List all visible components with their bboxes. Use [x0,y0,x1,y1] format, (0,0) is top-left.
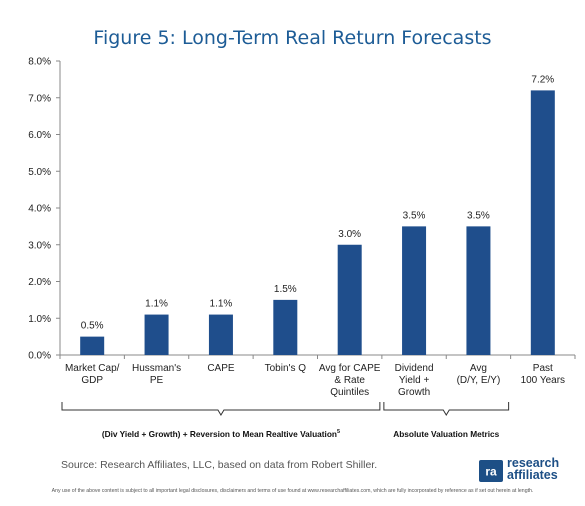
bar [402,226,427,355]
y-tick-label: 3.0% [28,240,51,251]
data-label: 3.5% [467,210,490,221]
ra-logo-mark: ra [485,465,497,479]
ra-logo-icon: ra [479,460,503,482]
logo-word-affiliates: affiliates [507,468,558,482]
category-label: Tobin's Q [265,363,307,374]
data-label: 1.1% [210,299,233,310]
source-note: Source: Research Affiliates, LLC, based … [61,459,378,471]
group-label-superscript: 5 [337,429,340,435]
group-bracket [61,402,381,416]
y-tick-label: 5.0% [28,167,51,178]
category-label: Market Cap/GDP [65,363,120,386]
bar [144,314,169,355]
bar [337,244,362,355]
y-tick-label: 4.0% [28,204,51,215]
legal-disclaimer: Any use of the above content is subject … [51,488,534,494]
group-label: Absolute Valuation Metrics [393,429,499,439]
y-tick-label: 2.0% [28,277,51,288]
data-label: 1.5% [274,284,297,295]
category-label: Hussman's PE [132,363,181,386]
data-label: 7.2% [531,74,554,85]
category-label: Past 100 Years [521,363,566,386]
category-label: Avg (D/Y, E/Y) [457,363,501,386]
category-label: Dividend Yield + Growth [395,363,434,398]
bar-chart: 0.0% 1.0% 2.0% 3.0% 4.0% 5.0% 6.0% 7.0% 8.0% 0.5%… [28,57,576,439]
bar [80,336,105,355]
data-label: 0.5% [81,321,104,332]
y-tick-label: 7.0% [28,93,51,104]
category-label: CAPE [207,363,235,374]
y-tick-label: 1.0% [28,314,51,325]
data-label: 3.5% [403,210,426,221]
data-label: 1.1% [145,299,168,310]
y-tick-label: 6.0% [28,130,51,141]
logo-word-research: research [507,456,560,470]
chart-title: Figure 5: Long-Term Real Return Forecast… [93,27,492,49]
y-tick-label: 8.0% [28,57,51,68]
data-label: 3.0% [338,229,361,240]
category-label: Avg for CAPE & Rate Quintiles [319,363,381,398]
bar [273,299,298,355]
research-affiliates-logo: ra research affiliates [479,454,579,484]
bar [208,314,233,355]
group-bracket [383,402,510,416]
bar [530,90,555,356]
y-tick-label: 0.0% [28,351,51,362]
group-label: (Div Yield + Growth) + Reversion to Mean… [102,429,340,439]
bar [466,226,491,355]
